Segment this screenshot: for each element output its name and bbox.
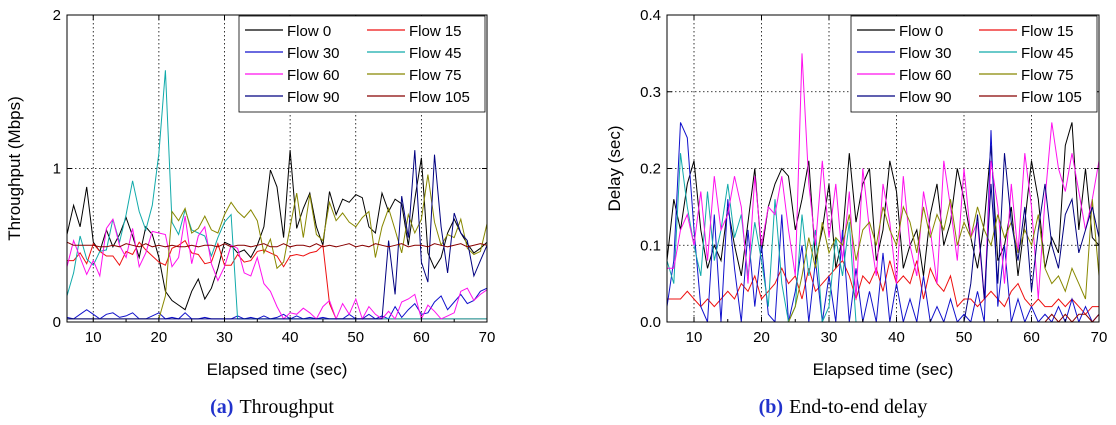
x-tick-label: 50	[347, 329, 364, 346]
caption-a-label: (a)	[210, 396, 234, 418]
y-tick-label: 0.3	[640, 84, 661, 101]
series-line-flow-105	[667, 313, 1099, 322]
x-tick-label: 40	[888, 329, 905, 346]
series-line-flow-0	[667, 122, 1099, 277]
chart-b-group: 10 20 30 40 50 60 70 0.0 0.1 0.2 0.3 0.4 Elapsed tim…	[605, 7, 1107, 379]
x-tick-label: 50	[956, 329, 973, 346]
x-tick-label: 70	[479, 329, 496, 346]
x-axis-label: Elapsed time (sec)	[813, 360, 954, 379]
series-line-flow-15	[667, 259, 1099, 316]
legend-entry: Flow 45	[1021, 45, 1074, 62]
legend-entry: Flow 45	[409, 45, 462, 62]
y-tick-label: 0.2	[640, 161, 661, 178]
legend-entry: Flow 15	[409, 23, 462, 40]
legend-entry: Flow 30	[899, 45, 952, 62]
legend-entry: Flow 75	[1021, 67, 1074, 84]
x-tick-label: 20	[151, 329, 168, 346]
y-tick-label: 1	[53, 161, 61, 178]
series-line-flow-0	[67, 150, 487, 311]
legend-entry: Flow 15	[1021, 23, 1074, 40]
legend-entry: Flow 0	[899, 23, 943, 40]
x-tick-label: 20	[753, 329, 770, 346]
y-axis-label: Throughput (Mbps)	[5, 96, 24, 241]
series-line-flow-90	[67, 150, 487, 320]
series-line-flow-90	[667, 153, 1099, 322]
series-line-flow-60	[67, 216, 487, 321]
legend-entry: Flow 90	[287, 89, 340, 106]
legend-entry: Flow 60	[287, 67, 340, 84]
caption-b-text: End-to-end delay	[789, 396, 928, 418]
y-tick-label: 0.0	[640, 314, 661, 331]
legend-entry: Flow 75	[409, 67, 462, 84]
caption-a-text: Throughput	[239, 396, 334, 418]
y-tick-label: 0.4	[640, 7, 661, 24]
caption-b-label: (b)	[758, 396, 784, 418]
x-axis-label: Elapsed time (sec)	[207, 360, 348, 379]
x-tick-label: 60	[413, 329, 430, 346]
x-tick-label: 30	[821, 329, 838, 346]
x-tick-label: 70	[1091, 329, 1108, 346]
y-tick-label: 2	[53, 7, 61, 24]
legend-entry: Flow 105	[409, 89, 470, 106]
x-tick-label: 10	[686, 329, 703, 346]
x-tick-label: 10	[85, 329, 102, 346]
y-tick-label: 0.1	[640, 237, 661, 254]
series-line-flow-60	[667, 53, 1099, 300]
caption-a: (a) Throughput	[210, 396, 334, 419]
legend-entry: Flow 105	[1021, 89, 1082, 106]
series-line-flow-30	[67, 287, 487, 320]
y-tick-label: 0	[53, 314, 61, 331]
x-tick-label: 40	[282, 329, 299, 346]
x-tick-label: 30	[216, 329, 233, 346]
y-axis-label: Delay (sec)	[605, 126, 624, 212]
chart-a-group: 10 20 30 40 50 60 70 0 1 2 Elapsed time (sec) Throu…	[5, 7, 495, 379]
series-line-flow-30	[667, 122, 1099, 322]
legend-entry: Flow 0	[287, 23, 331, 40]
x-tick-label: 60	[1023, 329, 1040, 346]
legend-entry: Flow 60	[899, 67, 952, 84]
caption-b: (b) End-to-end delay	[759, 396, 928, 419]
legend-entry: Flow 30	[287, 45, 340, 62]
series-line-flow-105	[67, 241, 487, 248]
legend-entry: Flow 90	[899, 89, 952, 106]
series-line-flow-45	[667, 153, 1099, 322]
